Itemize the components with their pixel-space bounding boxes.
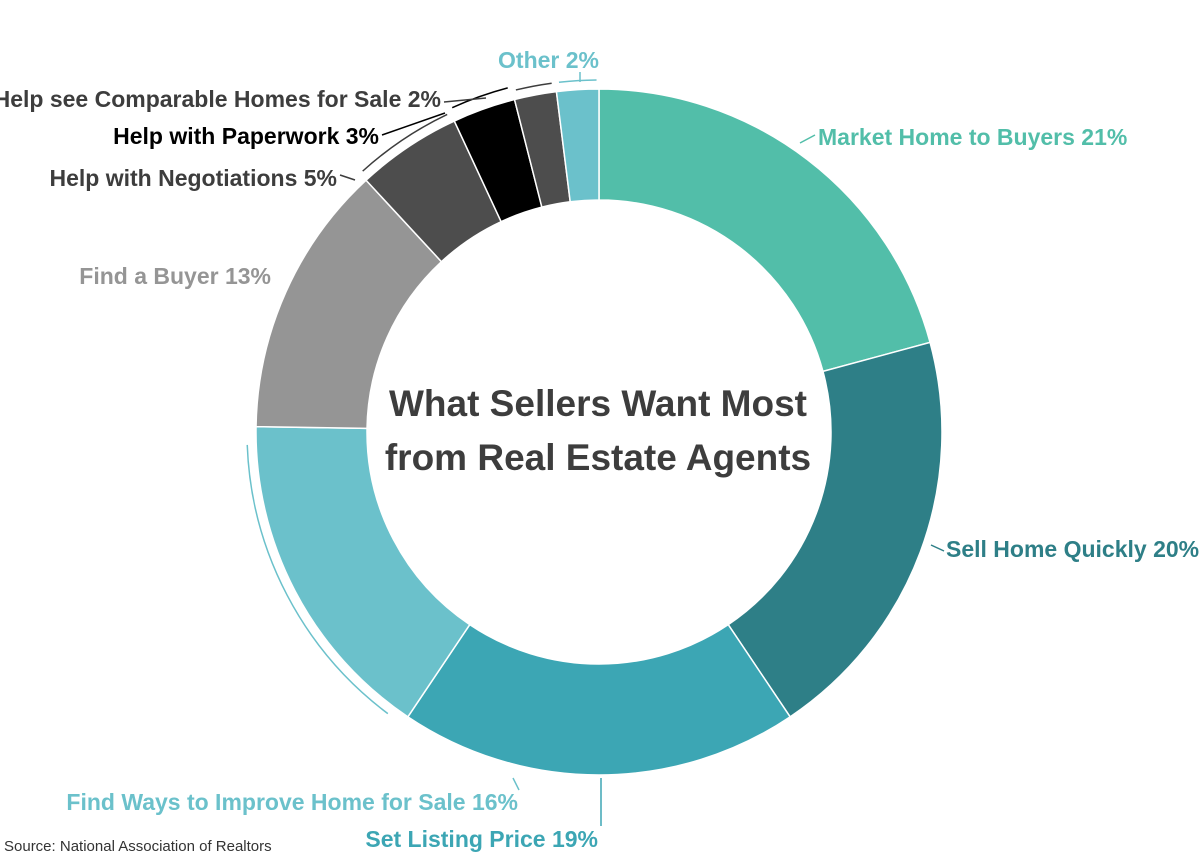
leader-find-ways bbox=[512, 777, 520, 791]
bracket-comparable bbox=[515, 82, 552, 91]
leader-market-home bbox=[799, 134, 816, 144]
chart-title-line-2: from Real Estate Agents bbox=[385, 437, 811, 478]
leader-comparable bbox=[443, 97, 487, 103]
bracket-other bbox=[558, 79, 597, 84]
slice-market-home-to-buyers bbox=[598, 88, 932, 373]
source-note: Source: National Association of Realtors bbox=[4, 838, 272, 855]
label-other: Other 2% bbox=[498, 47, 599, 73]
label-find-ways-to-improve-home-for-sale: Find Ways to Improve Home for Sale 16% bbox=[66, 789, 518, 815]
leader-negotiations bbox=[339, 174, 356, 181]
slice-other bbox=[555, 88, 600, 203]
slice-set-listing-price bbox=[406, 623, 792, 776]
label-help-with-negotiations: Help with Negotiations 5% bbox=[49, 165, 337, 191]
leader-lines-group bbox=[246, 72, 945, 826]
label-sell-home-quickly: Sell Home Quickly 20% bbox=[946, 536, 1199, 562]
label-find-a-buyer: Find a Buyer 13% bbox=[79, 263, 271, 289]
chart-title-line-1: What Sellers Want Most bbox=[389, 383, 807, 424]
bracket-negotiations bbox=[362, 113, 448, 172]
label-help-see-comparable-homes-for-sale: Help see Comparable Homes for Sale 2% bbox=[0, 86, 441, 112]
leader-sell-home bbox=[930, 544, 945, 552]
leader-paperwork bbox=[381, 112, 446, 136]
label-help-with-paperwork: Help with Paperwork 3% bbox=[113, 123, 379, 149]
labels-group: Market Home to Buyers 21% Sell Home Quick… bbox=[0, 47, 1199, 852]
slice-sell-home-quickly bbox=[727, 341, 943, 718]
label-set-listing-price: Set Listing Price 19% bbox=[365, 826, 598, 852]
label-market-home-to-buyers: Market Home to Buyers 21% bbox=[818, 124, 1127, 150]
slices-group bbox=[255, 88, 943, 776]
bracket-paperwork bbox=[451, 87, 508, 109]
bracket-find-ways bbox=[246, 444, 389, 715]
